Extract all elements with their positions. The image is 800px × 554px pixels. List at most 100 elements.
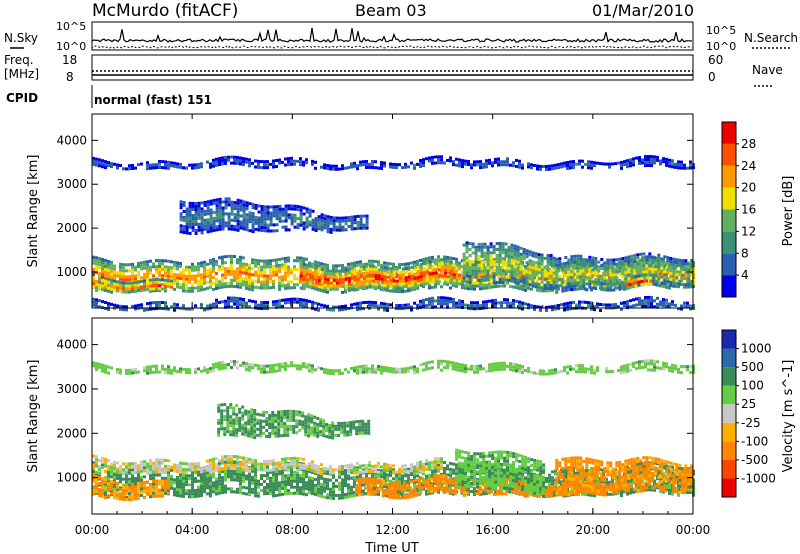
echo-cell — [365, 265, 368, 269]
echo-cell — [191, 217, 195, 220]
echo-cell — [338, 284, 342, 288]
echo-cell — [353, 275, 357, 279]
echo-cell — [299, 223, 303, 227]
echo-cell — [212, 263, 215, 267]
echo-cell — [98, 257, 101, 261]
echo-cell — [528, 268, 532, 272]
echo-cell — [350, 485, 353, 489]
echo-cell — [515, 283, 518, 287]
echo-cell — [678, 270, 682, 274]
echo-cell — [588, 264, 592, 268]
echo-cell — [287, 474, 290, 477]
echo-cell — [501, 281, 505, 285]
echo-cell — [200, 207, 204, 211]
echo-cell — [347, 216, 351, 219]
echo-cell — [440, 274, 444, 278]
echo-cell — [410, 261, 413, 265]
echo-cell — [389, 285, 393, 289]
echo-cell — [248, 266, 251, 270]
echo-cell — [626, 162, 629, 166]
echo-cell — [191, 208, 195, 211]
echo-cell — [119, 287, 122, 290]
echo-cell — [212, 260, 215, 264]
echo-cell — [224, 203, 228, 207]
echo-cell — [443, 296, 446, 300]
echo-cell — [242, 491, 245, 495]
echo-cell — [341, 284, 344, 288]
echo-cell — [506, 160, 509, 164]
echo-cell — [206, 280, 209, 284]
echo-cell — [624, 256, 628, 260]
echo-cell — [266, 160, 269, 164]
echo-cell — [522, 278, 526, 281]
echo-cell — [483, 251, 487, 255]
echo-cell — [341, 167, 344, 171]
echo-cell — [194, 214, 198, 217]
echo-cell — [371, 474, 374, 478]
echo-cell — [632, 298, 635, 302]
echo-cell — [479, 304, 482, 307]
echo-cell — [323, 486, 326, 490]
echo-cell — [125, 477, 128, 481]
echo-cell — [543, 277, 547, 281]
echo-cell — [537, 256, 541, 260]
echo-cell — [98, 286, 101, 290]
echo-cell — [495, 242, 499, 245]
echo-cell — [308, 270, 312, 274]
echo-cell — [522, 251, 526, 254]
echo-cell — [191, 277, 194, 281]
echo-cell — [525, 276, 529, 280]
echo-cell — [272, 485, 275, 489]
echo-cell — [269, 482, 272, 486]
echo-cell — [501, 242, 505, 246]
echo-cell — [648, 252, 652, 256]
echo-cell — [585, 267, 589, 271]
echo-cell — [675, 273, 679, 277]
echo-cell — [257, 482, 260, 486]
echo-cell — [359, 278, 362, 282]
echo-cell — [281, 486, 284, 490]
echo-cell — [98, 275, 101, 279]
echo-cell — [576, 275, 580, 279]
echo-cell — [146, 308, 149, 312]
echo-cell — [329, 493, 332, 497]
echo-cell — [248, 158, 251, 162]
echo-cell — [164, 281, 167, 285]
echo-cell — [479, 260, 482, 264]
echo-cell — [545, 305, 548, 309]
echo-cell — [308, 476, 311, 480]
echo-cell — [209, 208, 213, 212]
echo-cell — [473, 301, 476, 305]
echo-cell — [404, 468, 407, 472]
echo-cell — [266, 474, 269, 477]
echo-cell — [431, 255, 434, 259]
echo-cell — [332, 484, 335, 488]
echo-cell — [221, 300, 224, 304]
echo-cell — [636, 271, 640, 275]
echo-cell — [548, 277, 551, 281]
echo-cell — [149, 474, 152, 478]
echo-cell — [278, 284, 281, 288]
echo-cell — [233, 204, 237, 208]
echo-cell — [561, 265, 565, 269]
echo-cell — [591, 256, 595, 260]
echo-cell — [314, 217, 318, 220]
echo-cell — [419, 281, 423, 284]
echo-cell — [185, 307, 188, 311]
echo-cell — [257, 216, 261, 220]
echo-cell — [338, 225, 342, 229]
echo-cell — [620, 160, 623, 164]
echo-cell — [119, 268, 122, 272]
echo-cell — [531, 263, 535, 267]
echo-cell — [344, 228, 348, 232]
echo-cell — [498, 278, 502, 281]
y-tick-label: 2000 — [56, 221, 87, 235]
echo-cell — [140, 487, 143, 491]
echo-cell — [257, 479, 260, 483]
echo-cell — [404, 276, 408, 280]
echo-cell — [356, 283, 360, 287]
echo-cell — [308, 491, 311, 495]
echo-cell — [407, 262, 410, 266]
echo-cell — [617, 305, 620, 309]
echo-cell — [290, 476, 293, 480]
